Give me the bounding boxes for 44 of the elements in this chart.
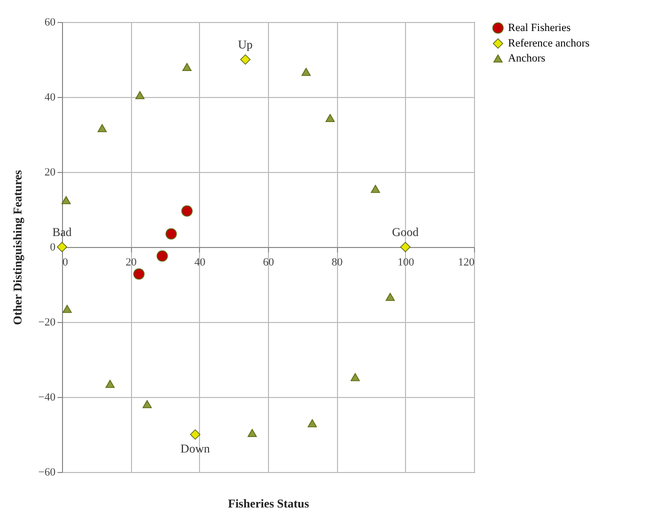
x-tick-label: 20 <box>126 256 138 268</box>
legend-label: Anchors <box>508 52 546 64</box>
point <box>156 250 168 262</box>
x-tick-label: 40 <box>194 256 206 268</box>
point <box>370 184 380 193</box>
x-tick-label: 0 <box>62 256 68 268</box>
x-tick-label: 100 <box>398 256 415 268</box>
point <box>248 428 257 438</box>
x-tick-label: 80 <box>332 256 344 268</box>
y-tick-label: 60 <box>44 16 56 28</box>
point <box>142 400 152 408</box>
point <box>98 124 107 132</box>
point <box>240 54 250 65</box>
point <box>386 292 395 301</box>
point <box>105 380 115 388</box>
y-axis-title: Other Distinguishing Features <box>10 170 24 325</box>
y-tick-label: −40 <box>38 392 56 404</box>
point <box>400 242 410 252</box>
annotation: Good <box>392 225 419 239</box>
point <box>326 114 335 122</box>
x-tick-label: 120 <box>458 256 475 268</box>
point <box>190 429 200 440</box>
point <box>56 242 68 252</box>
x-axis-title: Fisheries Status <box>228 496 310 509</box>
point <box>181 205 193 217</box>
y-tick-label: −20 <box>38 316 56 328</box>
point <box>166 228 177 240</box>
annotation: Up <box>238 38 253 52</box>
point <box>182 62 192 72</box>
y-tick-label: −60 <box>38 466 56 478</box>
point <box>302 68 311 76</box>
point <box>62 196 71 204</box>
point <box>135 91 145 100</box>
annotation: Down <box>180 442 210 456</box>
point <box>308 419 317 428</box>
point <box>62 304 72 313</box>
legend-label: Reference anchors <box>508 38 590 50</box>
point <box>350 373 360 382</box>
y-tick-label: 0 <box>50 242 56 254</box>
legend-label: Real Fisheries <box>508 22 571 34</box>
y-tick-label: 20 <box>44 166 56 178</box>
y-tick-label: 40 <box>44 92 56 104</box>
x-tick-label: 60 <box>263 256 274 268</box>
point <box>133 268 145 280</box>
